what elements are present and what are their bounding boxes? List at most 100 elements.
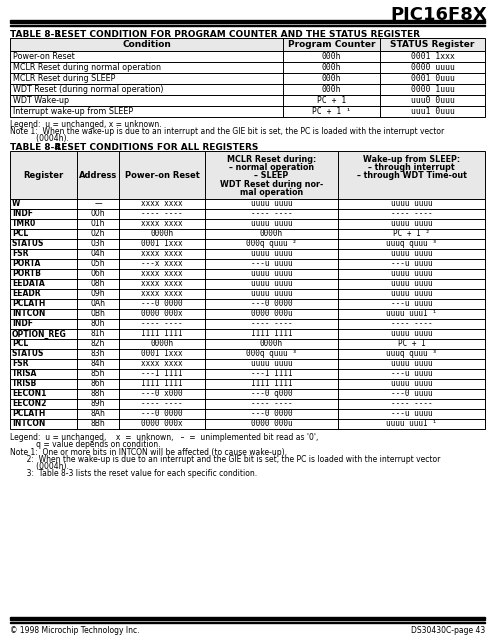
Text: PC + 1 ¹: PC + 1 ¹	[312, 107, 351, 116]
Text: 83h: 83h	[91, 349, 105, 358]
Text: Address: Address	[79, 170, 117, 179]
Text: ---- ----: ---- ----	[250, 319, 293, 328]
Text: PC + 1: PC + 1	[397, 339, 425, 349]
Text: PC + 1 ²: PC + 1 ²	[393, 230, 430, 239]
Text: 0000 uuuu: 0000 uuuu	[410, 63, 454, 72]
Bar	[10, 349, 485, 359]
Bar	[10, 369, 485, 379]
Text: Program Counter: Program Counter	[288, 40, 375, 49]
Text: ---- ----: ---- ----	[250, 209, 293, 218]
Text: ---- ----: ---- ----	[250, 399, 293, 408]
Text: ---0 0000: ---0 0000	[141, 410, 183, 419]
Text: WDT Reset (during normal operation): WDT Reset (during normal operation)	[13, 85, 163, 94]
Text: 000h: 000h	[322, 52, 341, 61]
Text: 08h: 08h	[91, 280, 105, 289]
Text: ---0 0000: ---0 0000	[250, 300, 293, 308]
Text: uuu0 0uuu: uuu0 0uuu	[410, 96, 454, 105]
Text: 0Bh: 0Bh	[91, 310, 105, 319]
Text: – SLEEP: – SLEEP	[254, 172, 289, 180]
Text: 0001 1xxx: 0001 1xxx	[410, 52, 454, 61]
Text: uuuu uuu1 ¹: uuuu uuu1 ¹	[386, 310, 437, 319]
Bar	[10, 259, 485, 269]
Bar	[10, 319, 485, 329]
Text: ---- ----: ---- ----	[141, 399, 183, 408]
Text: 000q quuu ³: 000q quuu ³	[246, 349, 297, 358]
Text: PORTB: PORTB	[12, 269, 41, 278]
Text: 82h: 82h	[91, 339, 105, 349]
Text: ---0 x000: ---0 x000	[141, 390, 183, 399]
Text: 80h: 80h	[91, 319, 105, 328]
Text: 81h: 81h	[91, 330, 105, 339]
Bar	[10, 239, 485, 249]
Text: uuuu uuuu: uuuu uuuu	[250, 200, 293, 209]
Text: PCLATH: PCLATH	[12, 300, 46, 308]
Text: MCLR Reset during:: MCLR Reset during:	[227, 155, 316, 164]
Text: uuuu uuuu: uuuu uuuu	[391, 220, 432, 228]
Text: 0000 000x: 0000 000x	[141, 310, 183, 319]
Text: 1111 1111: 1111 1111	[250, 380, 293, 388]
Bar	[10, 622, 485, 623]
Text: xxxx xxxx: xxxx xxxx	[141, 200, 183, 209]
Text: Legend:  u = unchanged, x = unknown.: Legend: u = unchanged, x = unknown.	[10, 120, 162, 129]
Text: ---- ----: ---- ----	[391, 319, 432, 328]
Bar	[10, 229, 485, 239]
Text: Power-on Reset: Power-on Reset	[13, 52, 75, 61]
Bar	[10, 409, 485, 419]
Text: ---- ----: ---- ----	[391, 209, 432, 218]
Bar	[10, 51, 485, 62]
Text: uuuu uuu1 ¹: uuuu uuu1 ¹	[386, 419, 437, 429]
Text: 0Ah: 0Ah	[91, 300, 105, 308]
Text: 0000h: 0000h	[260, 339, 283, 349]
Bar	[10, 389, 485, 399]
Text: 000h: 000h	[322, 63, 341, 72]
Text: EECON1: EECON1	[12, 390, 47, 399]
Bar	[10, 62, 485, 73]
Text: 0000h: 0000h	[260, 230, 283, 239]
Text: xxxx xxxx: xxxx xxxx	[141, 220, 183, 228]
Text: W: W	[12, 200, 20, 209]
Text: 8Bh: 8Bh	[91, 419, 105, 429]
Text: 04h: 04h	[91, 250, 105, 259]
Text: ---0 q000: ---0 q000	[250, 390, 293, 399]
Text: (0004h).: (0004h).	[10, 134, 69, 143]
Text: ---0 uuuu: ---0 uuuu	[391, 390, 432, 399]
Bar	[10, 25, 485, 26]
Bar	[10, 329, 485, 339]
Text: 0000 1uuu: 0000 1uuu	[410, 85, 454, 94]
Text: – normal operation: – normal operation	[229, 163, 314, 172]
Text: Power-on Reset: Power-on Reset	[125, 170, 199, 179]
Text: uuuu uuuu: uuuu uuuu	[250, 269, 293, 278]
Text: xxxx xxxx: xxxx xxxx	[141, 289, 183, 298]
Text: EEDATA: EEDATA	[12, 280, 45, 289]
Text: 88h: 88h	[91, 390, 105, 399]
Text: EEADR: EEADR	[12, 289, 41, 298]
Text: ---x xxxx: ---x xxxx	[141, 259, 183, 269]
Text: FSR: FSR	[12, 360, 29, 369]
Text: —: —	[94, 200, 102, 209]
Text: 0000h: 0000h	[150, 339, 174, 349]
Text: 03h: 03h	[91, 239, 105, 248]
Bar	[10, 299, 485, 309]
Text: 000q quuu ²: 000q quuu ²	[246, 239, 297, 248]
Text: ---1 1111: ---1 1111	[141, 369, 183, 378]
Text: 09h: 09h	[91, 289, 105, 298]
Text: DS30430C-page 43: DS30430C-page 43	[411, 626, 485, 635]
Text: 000h: 000h	[322, 85, 341, 94]
Text: 06h: 06h	[91, 269, 105, 278]
Text: INDF: INDF	[12, 209, 33, 218]
Bar	[10, 617, 485, 620]
Text: 89h: 89h	[91, 399, 105, 408]
Text: ---0 0000: ---0 0000	[141, 300, 183, 308]
Text: 01h: 01h	[91, 220, 105, 228]
Text: TABLE 8-3: TABLE 8-3	[10, 30, 60, 39]
Text: q = value depends on condition.: q = value depends on condition.	[10, 440, 160, 449]
Text: 0000 000u: 0000 000u	[250, 419, 293, 429]
Text: STATUS: STATUS	[12, 349, 45, 358]
Text: WDT Wake-up: WDT Wake-up	[13, 96, 69, 105]
Text: ---1 1111: ---1 1111	[250, 369, 293, 378]
Text: FSR: FSR	[12, 250, 29, 259]
Bar	[10, 84, 485, 95]
Bar	[10, 95, 485, 106]
Text: uuuu uuuu: uuuu uuuu	[391, 280, 432, 289]
Text: STATUS Register: STATUS Register	[391, 40, 475, 49]
